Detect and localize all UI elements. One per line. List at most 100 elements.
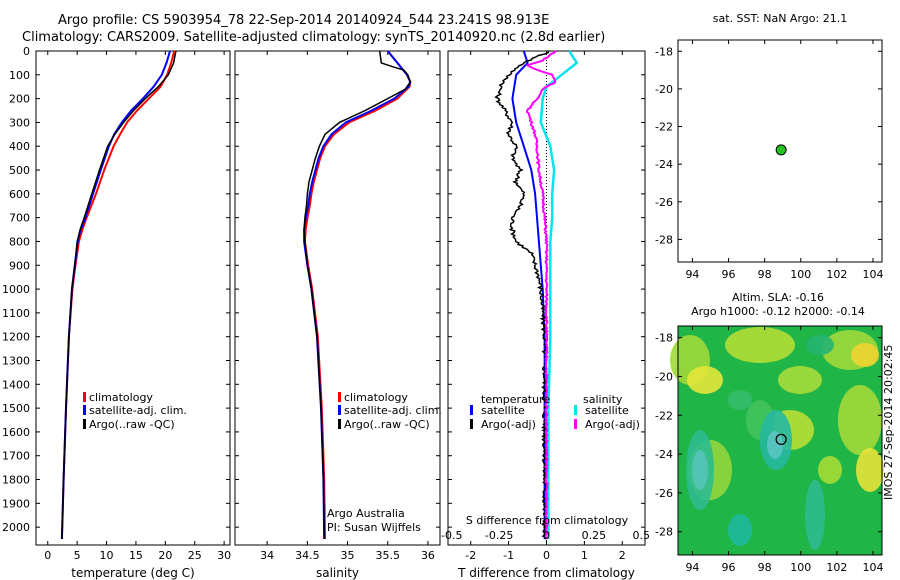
- argo-position-marker: [775, 144, 787, 156]
- x-axis-label: T difference from climatology: [457, 566, 635, 580]
- x-axis-label: temperature (deg C): [71, 566, 194, 580]
- map-y-tick-label: -28: [655, 233, 673, 246]
- map-x-tick-label: 96: [722, 268, 736, 281]
- y-tick-label: 900: [9, 259, 30, 272]
- y-tick-label: 1000: [2, 283, 30, 296]
- y-tick-label: 1600: [2, 426, 30, 439]
- map-y-tick-label: -18: [655, 45, 673, 58]
- x-tick-label: 25: [188, 549, 202, 562]
- legend-label: climatology: [344, 391, 408, 404]
- salinity-tick-label: -0.25: [485, 529, 513, 542]
- sla-heatmap-cell: [851, 343, 879, 367]
- map-y-tick-label: -24: [655, 448, 673, 461]
- y-tick-label: 700: [9, 212, 30, 225]
- salinity-tick-label: 0.25: [582, 529, 607, 542]
- sla-map-title-line-1: Altim. SLA: -0.16: [732, 291, 824, 304]
- legend-swatch: [574, 405, 577, 415]
- salinity-tick-label: 0.5: [632, 529, 650, 542]
- sst-map-title: sat. SST: NaN Argo: 21.1: [713, 12, 847, 25]
- legend-swatch: [83, 392, 86, 402]
- sla-heatmap-cell: [687, 366, 723, 394]
- map-x-tick-label: 102: [826, 268, 847, 281]
- sla-heatmap-cell: [778, 366, 822, 394]
- series-line-temperature-argo-adj-: [494, 50, 550, 540]
- series-line-argo-raw-qc-: [303, 50, 412, 540]
- legend-swatch: [470, 405, 473, 415]
- pi-name-label: PI: Susan Wijffels: [327, 521, 421, 534]
- x-tick-label: 0: [44, 549, 51, 562]
- x-tick-label: 15: [129, 549, 143, 562]
- x-tick-label: 0: [543, 549, 550, 562]
- y-tick-label: 1300: [2, 354, 30, 367]
- x-tick-label: 34.5: [295, 549, 320, 562]
- legend-swatch: [338, 419, 341, 429]
- x-tick-label: 35.5: [375, 549, 400, 562]
- map-x-tick-label: 96: [722, 561, 736, 574]
- y-tick-label: 300: [9, 116, 30, 129]
- legend-label: satellite-adj. clim.: [344, 404, 442, 417]
- y-tick-label: 400: [9, 140, 30, 153]
- map-x-tick-label: 94: [685, 561, 699, 574]
- sla-map-title-line-2: Argo h1000: -0.12 h2000: -0.14: [691, 305, 865, 318]
- x-tick-label: -2: [465, 549, 476, 562]
- x-tick-label: 36: [421, 549, 435, 562]
- y-tick-label: 500: [9, 164, 30, 177]
- y-tick-label: 600: [9, 188, 30, 201]
- sla-heatmap-cell: [856, 448, 884, 492]
- argo-position-marker: [775, 433, 787, 445]
- map-y-tick-label: -26: [655, 487, 673, 500]
- legend-label: Argo(-adj): [481, 418, 536, 431]
- x-tick-label: 30: [217, 549, 231, 562]
- map-x-tick-label: 100: [790, 268, 811, 281]
- sla-heatmap-cell: [838, 385, 882, 455]
- map-y-tick-label: -22: [655, 409, 673, 422]
- series-line-salinity-argo-adj-: [525, 50, 557, 540]
- map-y-tick-label: -22: [655, 121, 673, 134]
- y-tick-label: 1900: [2, 497, 30, 510]
- map-x-tick-label: 104: [862, 561, 883, 574]
- y-tick-label: 800: [9, 235, 30, 248]
- legend-swatch: [83, 405, 86, 415]
- sla-heatmap-cell: [725, 327, 795, 363]
- legend-label: Argo(..raw -QC): [344, 418, 430, 431]
- y-tick-label: 1800: [2, 474, 30, 487]
- map-y-tick-label: -24: [655, 158, 673, 171]
- map-x-tick-label: 102: [826, 561, 847, 574]
- map-y-tick-label: -20: [655, 370, 673, 383]
- y-tick-label: 1200: [2, 331, 30, 344]
- y-tick-label: 0: [23, 45, 30, 58]
- panel-frame: [234, 50, 441, 546]
- legend-swatch: [470, 419, 473, 429]
- x-axis-label: salinity: [316, 566, 359, 580]
- y-tick-label: 1700: [2, 450, 30, 463]
- sla-heatmap-cell: [728, 514, 752, 546]
- legend-label: satellite: [481, 404, 525, 417]
- panel-frame: [35, 50, 231, 546]
- y-tick-label: 100: [9, 69, 30, 82]
- legend-label: satellite-adj. clim.: [89, 404, 187, 417]
- map-frame: [677, 39, 883, 263]
- map-x-tick-label: 94: [685, 268, 699, 281]
- sla-heatmap-cell: [767, 431, 783, 459]
- salinity-tick-label: -0.5: [441, 529, 462, 542]
- legend-label: Argo(-adj): [585, 418, 640, 431]
- map-x-tick-label: 98: [758, 561, 772, 574]
- legend-swatch: [338, 392, 341, 402]
- legend-label: Argo(..raw -QC): [89, 418, 175, 431]
- map-y-tick-label: -26: [655, 196, 673, 209]
- y-tick-label: 2000: [2, 521, 30, 534]
- map-x-tick-label: 104: [862, 268, 883, 281]
- y-tick-label: 1100: [2, 307, 30, 320]
- x-tick-label: 34: [260, 549, 274, 562]
- sla-heatmap-cell: [728, 390, 752, 410]
- y-tick-label: 1500: [2, 402, 30, 415]
- map-y-tick-label: -18: [655, 332, 673, 345]
- legend-label: satellite: [585, 404, 629, 417]
- legend-swatch: [574, 419, 577, 429]
- y-tick-label: 1400: [2, 378, 30, 391]
- map-y-tick-label: -20: [655, 83, 673, 96]
- salinity-tick-label: 0: [543, 529, 550, 542]
- x-tick-label: 10: [100, 549, 114, 562]
- sla-heatmap-cell: [806, 335, 834, 355]
